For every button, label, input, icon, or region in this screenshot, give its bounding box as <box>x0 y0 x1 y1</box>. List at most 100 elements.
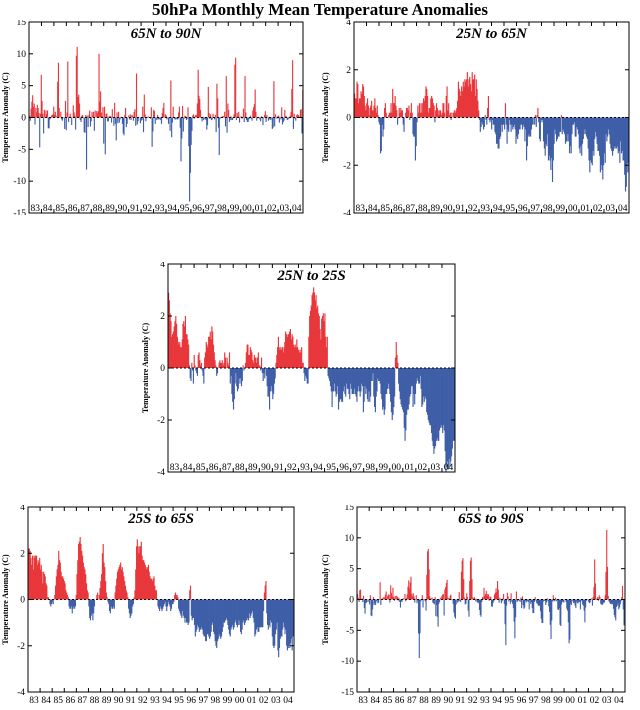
x-tick-label: 02 <box>590 696 600 705</box>
x-tick-label: 85 <box>55 204 65 214</box>
anomaly-bar <box>560 118 561 132</box>
anomaly-bar <box>75 600 76 607</box>
x-tick-label: 99 <box>553 696 563 705</box>
y-tick-label: -15 <box>13 209 26 215</box>
x-tick-label: 88 <box>90 696 100 705</box>
anomaly-bar <box>607 567 608 600</box>
y-tick-label: -15 <box>341 688 354 698</box>
anomaly-bar <box>94 600 95 607</box>
y-tick-label: -5 <box>18 145 26 155</box>
anomaly-bar <box>43 118 44 134</box>
anomaly-bar <box>274 118 275 127</box>
anomaly-bar <box>81 118 82 122</box>
anomaly-bar <box>143 118 144 133</box>
anomaly-bar <box>38 113 39 117</box>
anomaly-bar <box>116 118 117 141</box>
x-tick-label: 84 <box>183 463 193 473</box>
anomaly-bar <box>488 595 489 600</box>
x-tick-label: 96 <box>186 696 196 705</box>
anomaly-bar <box>504 118 505 130</box>
anomaly-bar <box>170 118 171 131</box>
anomaly-bar <box>416 595 417 599</box>
anomaly-bar <box>144 95 145 118</box>
anomaly-bar <box>516 591 517 599</box>
anomaly-bar <box>465 600 466 604</box>
x-tick-label: 94 <box>313 463 323 473</box>
y-axis-label: Temperature Anomaly (C) <box>321 554 330 645</box>
anomaly-bar <box>508 596 509 599</box>
anomaly-bar <box>188 345 189 368</box>
anomaly-bar <box>536 118 537 128</box>
anomaly-bar <box>105 118 106 155</box>
anomaly-bar <box>295 118 296 121</box>
x-tick-label: 93 <box>150 696 160 705</box>
anomaly-bar <box>235 58 236 118</box>
x-tick-label: 01 <box>405 463 415 473</box>
anomaly-bar <box>532 118 533 125</box>
anomaly-bar <box>201 363 202 368</box>
anomaly-bar <box>145 118 146 122</box>
anomaly-bar <box>608 596 609 600</box>
bars <box>357 530 625 658</box>
y-tick-label: 15 <box>345 505 355 513</box>
anomaly-bar <box>467 597 468 599</box>
y-tick-label: 15 <box>17 20 27 28</box>
anomaly-bar <box>133 600 134 605</box>
anomaly-bar <box>403 598 404 599</box>
anomaly-bar <box>193 368 194 384</box>
anomaly-bar <box>181 118 182 139</box>
anomaly-bar <box>91 118 92 122</box>
anomaly-bar <box>243 109 244 118</box>
x-tick-label: 83 <box>29 696 39 705</box>
x-tick-label: 98 <box>543 204 553 214</box>
y-tick-label: 0 <box>349 596 354 606</box>
x-tick-label: 95 <box>505 696 515 705</box>
anomaly-bar <box>106 114 107 118</box>
anomaly-bar <box>184 118 185 119</box>
anomaly-bar <box>426 600 427 611</box>
anomaly-bar <box>471 579 472 599</box>
anomaly-bar <box>553 595 554 599</box>
anomaly-bar <box>152 118 153 132</box>
anomaly-bar <box>408 106 409 118</box>
x-tick-label: 01 <box>578 696 588 705</box>
y-axis-label: Temperature Anomaly (C) <box>1 72 10 163</box>
x-tick-label: 95 <box>180 204 190 214</box>
anomaly-bar <box>244 76 245 117</box>
x-tick-label: 98 <box>217 204 227 214</box>
x-tick-label: 93 <box>481 204 491 214</box>
anomaly-bar <box>44 110 45 118</box>
x-tick-label: 90 <box>261 463 271 473</box>
x-tick-label: 97 <box>352 463 362 473</box>
anomaly-bar <box>191 363 192 368</box>
anomaly-bar <box>34 118 35 125</box>
x-tick-label: 98 <box>211 696 221 705</box>
anomaly-bar <box>118 112 119 118</box>
x-tick-label: 87 <box>406 204 416 214</box>
x-tick-label: 98 <box>365 463 375 473</box>
anomaly-bar <box>147 118 148 119</box>
main-title: 50hPa Monthly Mean Temperature Anomalies <box>0 0 640 20</box>
anomaly-bar <box>486 118 487 125</box>
x-tick-label: 00 <box>242 204 252 214</box>
anomaly-bar <box>280 117 281 118</box>
x-tick-label: 00 <box>392 463 402 473</box>
anomaly-bar <box>219 118 220 156</box>
x-tick-label: 01 <box>247 696 257 705</box>
anomaly-bar <box>238 112 239 118</box>
y-tick-label: 5 <box>349 565 354 575</box>
x-tick-label: 92 <box>143 204 153 214</box>
y-tick-label: 4 <box>346 20 351 28</box>
anomaly-bar <box>120 118 121 120</box>
anomaly-bar <box>203 368 204 384</box>
anomaly-bar <box>89 111 90 118</box>
anomaly-bar <box>434 600 435 605</box>
anomaly-bar <box>116 112 117 117</box>
x-tick-label: 01 <box>255 204 265 214</box>
anomaly-bar <box>592 600 593 606</box>
x-tick-label: 90 <box>114 696 124 705</box>
